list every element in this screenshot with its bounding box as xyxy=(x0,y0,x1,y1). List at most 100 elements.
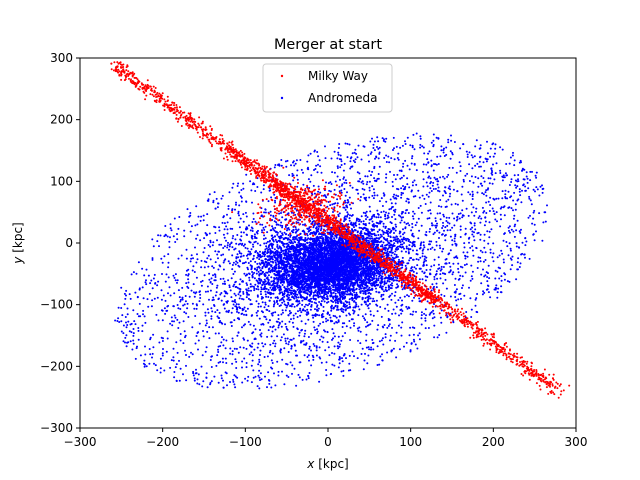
andromeda-point xyxy=(155,313,158,316)
andromeda-point xyxy=(213,375,216,378)
andromeda-point xyxy=(377,216,380,219)
andromeda-point xyxy=(190,257,193,260)
andromeda-point xyxy=(217,257,219,260)
andromeda-point xyxy=(201,385,204,388)
andromeda-point xyxy=(336,198,339,201)
andromeda-point xyxy=(264,250,267,253)
andromeda-point xyxy=(212,201,215,204)
andromeda-point xyxy=(493,178,496,181)
andromeda-point xyxy=(339,154,342,157)
andromeda-point xyxy=(394,301,397,304)
andromeda-point xyxy=(185,273,188,276)
andromeda-point xyxy=(436,183,439,186)
andromeda-point xyxy=(469,246,472,249)
andromeda-point xyxy=(359,177,362,180)
andromeda-point xyxy=(490,169,493,172)
andromeda-point xyxy=(378,228,381,231)
andromeda-point xyxy=(402,185,404,187)
andromeda-point xyxy=(176,233,178,235)
andromeda-point xyxy=(362,290,365,293)
andromeda-point xyxy=(132,342,135,345)
andromeda-point xyxy=(208,232,211,235)
andromeda-point xyxy=(364,212,367,215)
andromeda-point xyxy=(416,347,419,350)
andromeda-point xyxy=(340,339,343,342)
andromeda-point xyxy=(407,306,410,309)
andromeda-point xyxy=(502,261,505,264)
andromeda-point xyxy=(368,286,371,289)
andromeda-point xyxy=(467,191,470,194)
andromeda-point xyxy=(471,226,474,229)
andromeda-point xyxy=(243,313,245,316)
andromeda-point xyxy=(448,166,451,169)
andromeda-point xyxy=(346,293,349,296)
andromeda-point xyxy=(359,199,362,202)
andromeda-point xyxy=(396,157,399,159)
andromeda-point xyxy=(442,221,444,224)
andromeda-point xyxy=(451,243,454,246)
andromeda-point xyxy=(224,357,227,360)
andromeda-point xyxy=(501,252,504,255)
andromeda-point xyxy=(184,295,187,297)
andromeda-point xyxy=(175,341,178,344)
andromeda-point xyxy=(153,297,156,300)
andromeda-point xyxy=(451,166,454,169)
plot-points xyxy=(110,61,571,399)
andromeda-point xyxy=(479,256,482,259)
andromeda-point xyxy=(461,275,464,278)
andromeda-point xyxy=(498,277,501,280)
andromeda-point xyxy=(235,285,238,288)
andromeda-point xyxy=(422,185,425,188)
andromeda-point xyxy=(148,362,151,365)
andromeda-point xyxy=(443,215,445,218)
andromeda-point xyxy=(478,215,481,218)
andromeda-point xyxy=(156,284,159,287)
andromeda-point xyxy=(419,135,422,138)
andromeda-point xyxy=(369,292,372,295)
andromeda-point xyxy=(237,221,240,224)
andromeda-point xyxy=(215,286,218,289)
andromeda-point xyxy=(196,378,199,381)
andromeda-point xyxy=(376,345,379,348)
andromeda-point xyxy=(270,196,273,199)
andromeda-point xyxy=(376,310,379,313)
andromeda-point xyxy=(273,339,276,342)
andromeda-point xyxy=(516,219,519,222)
andromeda-point xyxy=(232,380,235,383)
andromeda-point xyxy=(337,320,340,323)
andromeda-point xyxy=(338,143,341,145)
andromeda-point xyxy=(412,310,415,313)
andromeda-point xyxy=(231,337,234,340)
andromeda-point xyxy=(317,227,320,230)
andromeda-point xyxy=(281,224,284,227)
andromeda-point xyxy=(410,229,413,232)
andromeda-point xyxy=(354,161,356,164)
andromeda-point xyxy=(389,334,392,337)
andromeda-point xyxy=(348,217,351,220)
andromeda-point xyxy=(360,303,363,306)
andromeda-point xyxy=(210,277,213,280)
andromeda-point xyxy=(286,337,289,340)
andromeda-point xyxy=(166,337,169,340)
andromeda-point xyxy=(474,228,477,231)
andromeda-point xyxy=(291,364,294,367)
andromeda-point xyxy=(330,183,333,185)
andromeda-point xyxy=(230,311,233,314)
andromeda-point xyxy=(400,334,403,337)
andromeda-point xyxy=(446,175,449,178)
andromeda-point xyxy=(337,153,340,156)
andromeda-point xyxy=(195,368,197,371)
andromeda-point xyxy=(116,320,119,322)
andromeda-point xyxy=(332,337,334,340)
andromeda-point xyxy=(322,305,325,308)
andromeda-point xyxy=(507,226,510,229)
andromeda-point xyxy=(435,244,438,247)
andromeda-point xyxy=(471,245,474,248)
andromeda-point xyxy=(313,149,316,152)
andromeda-point xyxy=(162,294,165,297)
andromeda-point xyxy=(391,185,394,188)
andromeda-point xyxy=(319,338,321,341)
andromeda-point xyxy=(513,235,516,238)
andromeda-point xyxy=(411,222,414,225)
andromeda-point xyxy=(479,155,482,158)
